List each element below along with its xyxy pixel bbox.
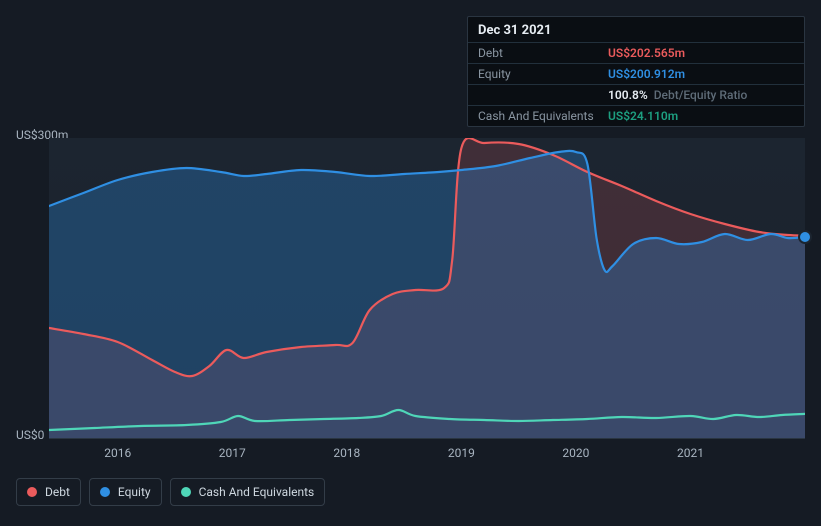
legend-label: Equity	[118, 485, 151, 499]
tooltip-secondary: Debt/Equity Ratio	[654, 88, 748, 102]
tooltip-row: 100.8%Debt/Equity Ratio	[468, 84, 804, 105]
legend-item-equity[interactable]: Equity	[89, 478, 162, 506]
plot-area[interactable]	[49, 138, 805, 438]
chart-tooltip: Dec 31 2021 DebtUS$202.565mEquityUS$200.…	[467, 16, 805, 127]
tooltip-value: 100.8%Debt/Equity Ratio	[608, 88, 747, 102]
tooltip-value: US$200.912m	[608, 67, 685, 81]
y-axis-label: US$0	[16, 428, 44, 442]
tooltip-label: Debt	[478, 46, 608, 60]
legend-dot-icon	[100, 487, 110, 497]
tooltip-label: Cash And Equivalents	[478, 109, 608, 123]
series-fill-equity	[49, 151, 805, 438]
legend-dot-icon	[181, 487, 191, 497]
tooltip-label	[478, 88, 608, 102]
tooltip-value: US$202.565m	[608, 46, 685, 60]
x-axis-label: 2016	[104, 446, 131, 460]
tooltip-date: Dec 31 2021	[468, 17, 804, 42]
x-axis-label: 2019	[448, 446, 475, 460]
legend-label: Cash And Equivalents	[199, 485, 315, 499]
chart-legend: Debt Equity Cash And Equivalents	[16, 478, 325, 506]
tooltip-row: EquityUS$200.912m	[468, 63, 804, 84]
legend-label: Debt	[45, 485, 70, 499]
tooltip-value: US$24.110m	[608, 109, 678, 123]
x-axis-label: 2017	[219, 446, 246, 460]
legend-item-debt[interactable]: Debt	[16, 478, 81, 506]
legend-dot-icon	[27, 487, 37, 497]
tooltip-row: Cash And EquivalentsUS$24.110m	[468, 105, 804, 126]
legend-item-cash[interactable]: Cash And Equivalents	[170, 478, 326, 506]
x-axis-label: 2021	[677, 446, 704, 460]
x-axis-line	[49, 438, 805, 439]
financials-chart: Dec 31 2021 DebtUS$202.565mEquityUS$200.…	[16, 8, 805, 518]
tooltip-label: Equity	[478, 67, 608, 81]
tooltip-row: DebtUS$202.565m	[468, 42, 804, 63]
x-axis-label: 2018	[333, 446, 360, 460]
x-axis-label: 2020	[562, 446, 589, 460]
x-axis: 2016 2017 2018 2019 2020 2021	[49, 446, 805, 464]
series-end-marker	[800, 232, 810, 242]
